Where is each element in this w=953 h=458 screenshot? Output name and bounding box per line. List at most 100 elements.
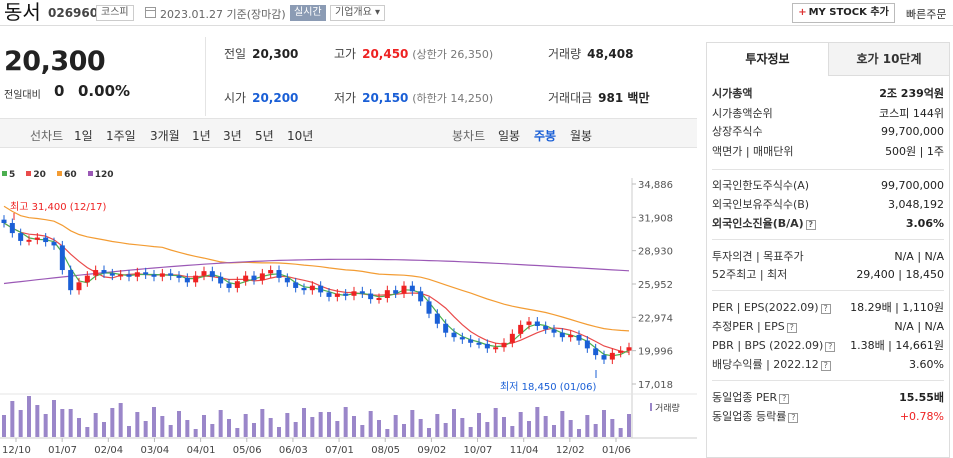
candle-body [84,275,90,283]
candle-body [26,239,32,242]
volume-bar [168,425,173,437]
period-3y[interactable]: 3년 [223,129,242,143]
x-tick-label: 09/02 [417,445,446,456]
candle-body [343,293,349,296]
volume-bar [152,407,156,437]
volume-bar [327,412,331,437]
volume-bar [285,413,290,437]
y-tick-label: 25,952 [638,280,673,291]
help-icon[interactable]: ? [820,361,831,371]
volume-bar [418,419,423,437]
candle-body [9,223,15,234]
trade-amount: 거래대금 981 백만 [548,91,650,105]
ma5-line [3,222,630,357]
stock-chart[interactable]: 34,886 31,908 28,930 25,952 22,974 19,996 17,0… [0,148,697,458]
period-bar: 선차트 1일 1주일 3개월 1년 3년 5년 10년 봉차트 일봉 주봉 월봉 [0,118,697,148]
volume-bar [393,415,398,437]
period-10y[interactable]: 10년 [287,129,314,143]
candle-body [251,275,257,281]
quick-order-link[interactable]: 빠른주문 [906,8,947,21]
candle-weekly[interactable]: 주봉 [534,129,557,143]
legend-ma20: 20 [26,170,46,180]
y-tick-label: 19,996 [638,347,673,358]
volume-bar [535,407,540,437]
candle-body [309,285,315,291]
candle-body [568,334,574,338]
my-stock-add-button[interactable]: + MY STOCK 추가 [792,3,895,23]
candle-body [326,292,332,297]
volume: 거래량 48,408 [548,47,634,61]
candle-body [293,282,299,288]
candle-body [409,285,415,292]
candle-body [51,242,57,246]
candle-body [418,291,424,302]
stock-name: 동서 [4,0,41,24]
period-1w[interactable]: 1주일 [106,129,136,143]
volume-bar [202,415,206,437]
volume-bar [102,422,106,437]
volume-bar [35,405,40,437]
tab-investment-info[interactable]: 투자정보 [707,43,828,76]
realtime-badge[interactable]: 실시간 [290,5,326,21]
volume-bar [602,410,606,437]
volume-bar [110,408,115,437]
volume-bar [260,409,265,437]
volume-bar [452,409,456,437]
volume-bar [60,409,65,437]
y-tick-label: 31,908 [638,213,673,224]
low-price: 저가 20,150 (하한가 14,250) [334,91,494,105]
period-3m[interactable]: 3개월 [150,129,180,143]
help-icon[interactable]: ? [820,304,831,314]
period-1y[interactable]: 1년 [192,129,211,143]
period-1d[interactable]: 1일 [74,129,93,143]
candle-body [493,347,499,350]
volume-bar [343,407,348,437]
row-est-per: 추정PER | EPS? N/A | N/A [712,320,944,333]
company-info-dropdown[interactable]: 기업개요 ▾ [330,5,386,21]
candle-body [218,276,224,284]
open-price: 시가 20,200 [224,91,299,105]
volume-bar [568,420,573,437]
volume-bar [477,413,481,437]
x-tick-label: 12/02 [556,445,585,456]
candle-body [59,245,65,271]
top-bar: 동서 026960 코스피 2023.01.27 기준(장마감) 실시간 기업개… [0,0,953,26]
candle-daily[interactable]: 일봉 [498,129,521,143]
candle-body [576,334,582,341]
help-icon[interactable]: ? [786,323,797,333]
market-badge: 코스피 [96,5,134,21]
candle-body [384,290,390,299]
volume-bar [277,427,281,437]
change-label: 전일대비 [4,90,41,101]
volume-bar [460,418,465,437]
help-icon[interactable]: ? [788,413,799,423]
help-icon[interactable]: ? [805,220,816,230]
volume-bar [268,418,273,437]
volume-bar [93,413,98,437]
candle-monthly[interactable]: 월봉 [570,129,593,143]
help-icon[interactable]: ? [779,394,790,404]
row-foreign-hold: 외국인보유주식수(B) 3,048,192 [712,198,944,211]
candle-body [551,329,557,333]
candle-body [526,321,532,325]
candle-body [176,275,182,278]
volume-bar [435,414,440,437]
ma60-line [3,205,630,332]
row-opinion: 투자의견 | 목표주가 N/A | N/A [712,250,944,263]
change-value: 0 [54,82,65,100]
candle-body [226,283,232,288]
volume-bar [68,409,73,437]
investment-info-panel: 투자정보 호가 10단계 시가총액 2조 239억원 시가총액순위 코스피 144위… [706,42,950,458]
row-foreign-ratio: 외국인소진율(B/A)? 3.06% [712,217,944,230]
volume-bar [485,422,490,437]
candle-body [101,270,107,274]
row-cap-rank: 시가총액순위 코스피 144위 [712,107,944,120]
volume-bar [118,403,123,437]
period-5y[interactable]: 5년 [255,129,274,143]
candle-body [209,271,215,277]
volume-bar [402,424,406,437]
help-icon[interactable]: ? [825,342,836,352]
candle-body [584,340,590,349]
tab-quote-10[interactable]: 호가 10단계 [828,43,949,76]
volume-bar [468,427,473,437]
